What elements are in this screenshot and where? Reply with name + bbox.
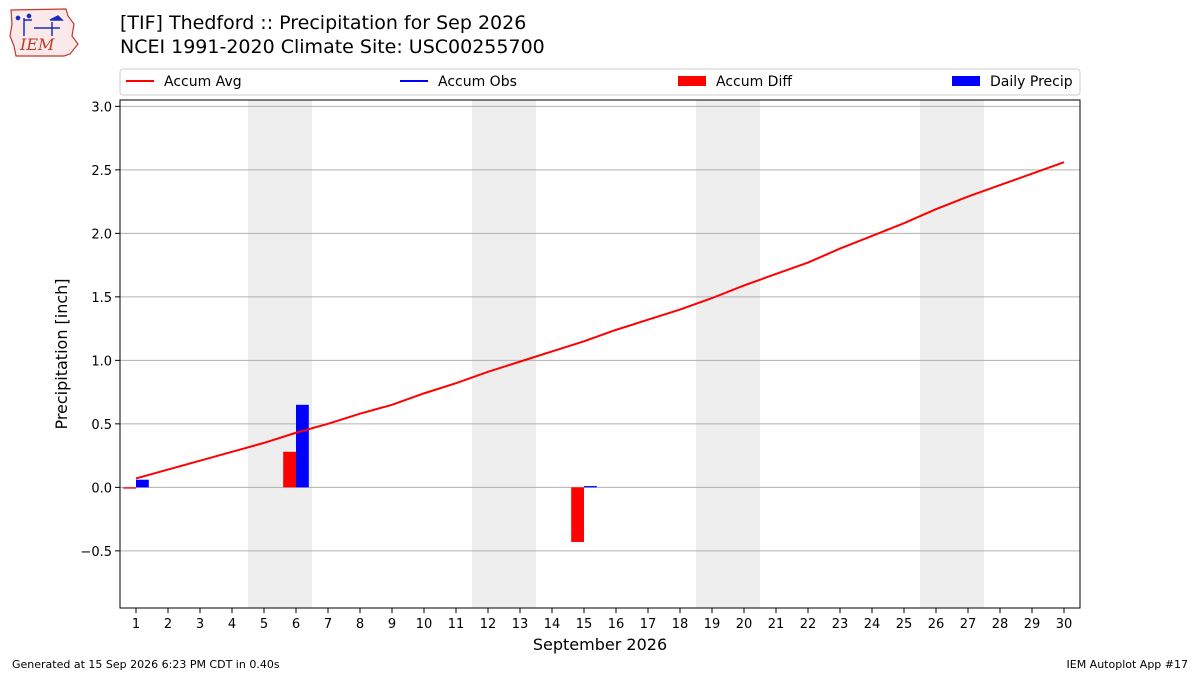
x-tick-label: 3 (196, 617, 204, 632)
y-axis-ticks: −0.5 0.0 0.5 1.0 1.5 2.0 2.5 3.0 (80, 100, 120, 560)
x-tick-label: 18 (672, 617, 689, 632)
y-tick-label: 1.5 (91, 291, 112, 306)
legend-label: Accum Diff (716, 74, 792, 90)
weekend-shade-band (920, 100, 984, 608)
y-tick-label: 2.5 (91, 164, 112, 179)
iem-logo: IEM (9, 8, 79, 57)
y-tick-label: 2.0 (91, 227, 112, 242)
x-tick-label: 6 (292, 617, 300, 632)
x-tick-label: 10 (416, 617, 433, 632)
weekend-shade-band (696, 100, 760, 608)
chart-title: [TIF] Thedford :: Precipitation for Sep … (120, 12, 527, 34)
logo-text: IEM (19, 35, 55, 54)
x-tick-label: 13 (512, 617, 529, 632)
x-tick-label: 25 (896, 617, 913, 632)
x-tick-label: 27 (960, 617, 977, 632)
x-tick-label: 5 (260, 617, 268, 632)
gridlines (120, 105, 1080, 552)
x-tick-label: 20 (736, 617, 753, 632)
legend-label: Accum Avg (164, 74, 242, 90)
y-tick-label: 0.0 (91, 481, 112, 496)
daily-precip-bar (584, 486, 597, 488)
legend-box (119, 68, 1081, 96)
daily-precip-bar (296, 404, 309, 488)
y-tick-label: 3.0 (91, 100, 112, 115)
x-axis-label: September 2026 (533, 635, 667, 654)
bars (123, 404, 597, 542)
app-credit: IEM Autoplot App #17 (1066, 658, 1189, 671)
y-tick-label: 0.5 (91, 418, 112, 433)
accum-diff-bar (571, 487, 584, 542)
x-tick-label: 19 (704, 617, 721, 632)
legend-label: Daily Precip (990, 74, 1073, 90)
weather-station-icon (15, 13, 64, 36)
y-tick-label: 1.0 (91, 354, 112, 369)
x-tick-label: 23 (832, 617, 849, 632)
x-tick-label: 24 (864, 617, 881, 632)
accum-avg-line (135, 161, 1065, 480)
legend-swatch-bar (952, 76, 980, 86)
plot-frame (119, 99, 1081, 609)
x-tick-label: 7 (324, 617, 332, 632)
generated-timestamp: Generated at 15 Sep 2026 6:23 PM CDT in … (12, 658, 280, 671)
legend-swatch-bar (678, 76, 706, 86)
x-tick-label: 22 (800, 617, 817, 632)
legend: Accum Avg Accum Obs Accum Diff Daily Precip (119, 68, 1081, 96)
x-tick-label: 2 (164, 617, 172, 632)
chart-subtitle: NCEI 1991-2020 Climate Site: USC00255700 (120, 36, 545, 58)
y-axis-label: Precipitation [inch] (52, 278, 71, 429)
series-lines (135, 161, 1065, 480)
x-tick-label: 9 (388, 617, 396, 632)
x-tick-label: 21 (768, 617, 785, 632)
x-tick-label: 26 (928, 617, 945, 632)
daily-precip-bar (136, 479, 149, 488)
x-tick-label: 17 (640, 617, 657, 632)
x-tick-label: 11 (448, 617, 465, 632)
x-tick-label: 16 (608, 617, 625, 632)
accum-diff-bar (123, 487, 136, 489)
accum-diff-bar (283, 451, 296, 488)
x-tick-label: 1 (132, 617, 140, 632)
x-tick-label: 14 (544, 617, 561, 632)
x-tick-label: 12 (480, 617, 497, 632)
x-tick-label: 29 (1024, 617, 1041, 632)
x-tick-label: 15 (576, 617, 593, 632)
weekend-shading (248, 100, 984, 608)
weekend-shade-band (472, 100, 536, 608)
x-tick-label: 28 (992, 617, 1009, 632)
x-tick-label: 30 (1056, 617, 1073, 632)
legend-label: Accum Obs (438, 74, 517, 90)
x-axis-ticks: 1 2 3 4 5 6 7 8 9 10 11 12 13 14 15 16 17 18 19 20 21 22 23 24 2… (132, 608, 1072, 632)
x-tick-label: 4 (228, 617, 236, 632)
x-tick-label: 8 (356, 617, 364, 632)
weekend-shade-band (248, 100, 312, 608)
y-tick-label: −0.5 (80, 545, 112, 560)
